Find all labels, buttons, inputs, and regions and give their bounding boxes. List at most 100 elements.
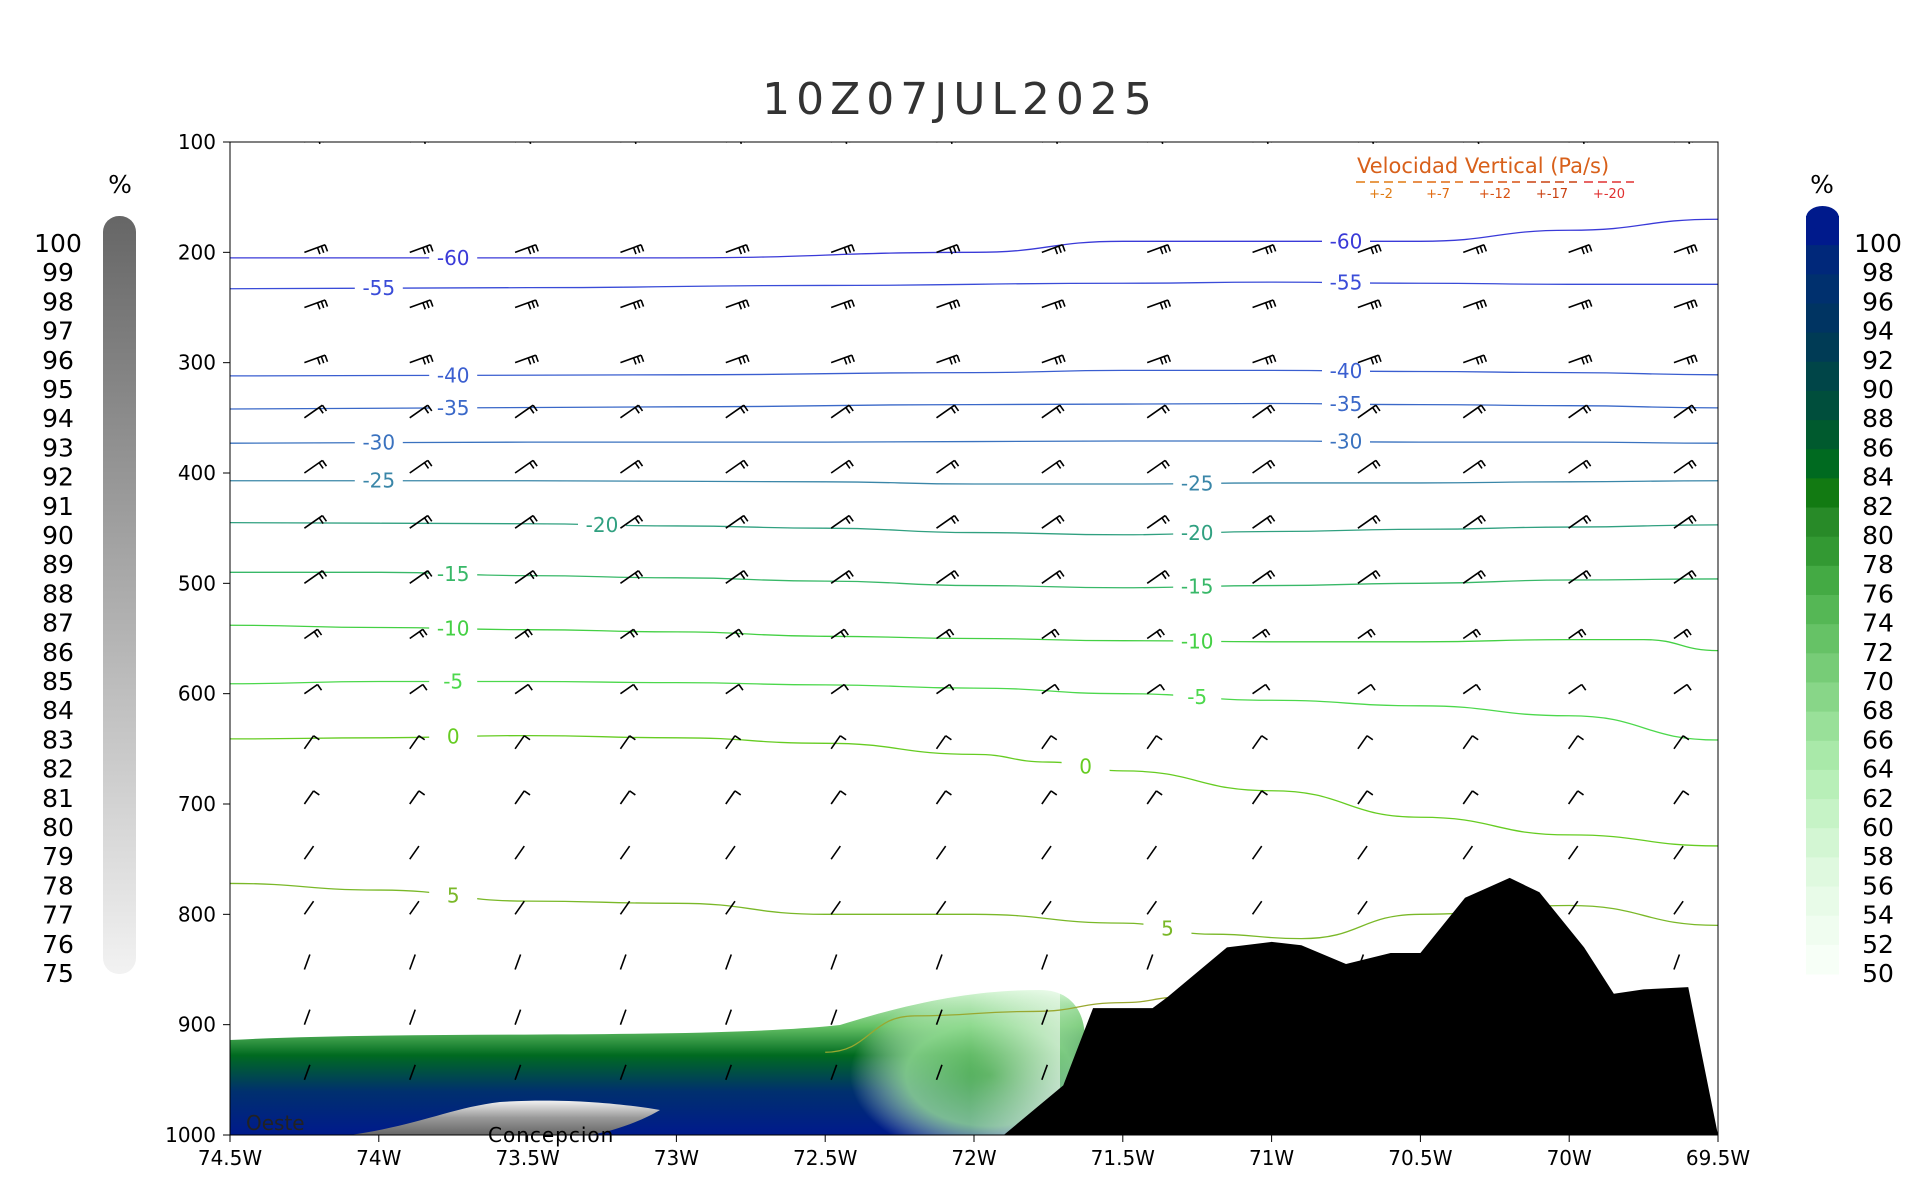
wind-barb (1462, 683, 1482, 695)
wind-barb (514, 1064, 522, 1081)
wind-barb (1462, 404, 1486, 419)
wind-barb (1252, 404, 1276, 419)
contour-label-bg (1322, 429, 1370, 452)
right-colorbar: % 10098969492908886848280787674727068666… (1806, 170, 1902, 988)
right-colorbar-swatch (1806, 420, 1839, 450)
wind-barb (725, 735, 742, 750)
legend-entry-label: +-12 (1479, 187, 1511, 202)
wind-barb (514, 404, 538, 419)
wind-barb (830, 683, 849, 695)
wind-barb (725, 459, 749, 474)
wind-barb (1568, 570, 1592, 584)
wind-barb (1463, 142, 1484, 145)
wind-barb (304, 244, 329, 255)
wind-barb (936, 570, 960, 584)
wind-barb (514, 459, 538, 474)
wind-barb (1462, 299, 1488, 310)
wind-barb (515, 142, 536, 145)
contour-line (230, 281, 1718, 290)
contour-label-bg (1322, 358, 1370, 381)
left-colorbar-label: 93 (42, 433, 74, 462)
wind-barb (409, 570, 433, 584)
wind-barb (830, 459, 854, 474)
wind-barb (619, 1009, 627, 1025)
left-colorbar-label: 75 (42, 959, 74, 988)
wind-barb (1041, 683, 1060, 695)
wind-barb (1568, 683, 1587, 695)
right-colorbar-swatch (1806, 799, 1839, 829)
wind-barb (1673, 514, 1697, 529)
left-colorbar-label: 78 (42, 871, 74, 900)
wind-barb (1041, 900, 1052, 915)
right-colorbar-label: 62 (1862, 784, 1894, 813)
wind-barb (831, 142, 852, 145)
wind-barb (1041, 570, 1065, 584)
right-colorbar-swatch (1806, 449, 1839, 479)
contour-label-bg (1061, 754, 1110, 777)
y-tick-label: 200 (178, 240, 216, 264)
right-colorbar-unit: % (1810, 170, 1834, 199)
left-colorbar-label: 89 (42, 550, 74, 579)
y-tick-label: 600 (178, 682, 216, 706)
wind-barb (1041, 628, 1060, 640)
right-colorbar-swatch (1806, 740, 1839, 771)
wind-barb (936, 299, 961, 310)
wind-barb (514, 735, 531, 750)
wind-barb (303, 735, 320, 750)
wind-barb (1673, 628, 1692, 640)
wind-barb (1146, 954, 1154, 970)
wind-barb (935, 1064, 943, 1081)
wind-barb (725, 900, 736, 915)
wind-barb (1568, 514, 1592, 529)
contour-label: -35 (1330, 392, 1363, 416)
wind-barb (303, 845, 315, 860)
right-colorbar-swatch (1806, 565, 1839, 596)
wind-barb (1673, 735, 1690, 750)
contour-label: -55 (362, 276, 395, 300)
wind-barb (1673, 570, 1697, 584)
wind-barb (619, 900, 631, 915)
wind-barb (1357, 735, 1374, 750)
legend-title: Velocidad Vertical (Pa/s) (1357, 154, 1609, 178)
wind-barb (304, 299, 329, 310)
right-colorbar-label: 66 (1862, 725, 1894, 754)
contour-label: -55 (1330, 271, 1363, 295)
wind-barb (1673, 683, 1692, 695)
wind-barb (1251, 900, 1263, 915)
wind-barb (1568, 244, 1593, 255)
contour-label-bg (429, 883, 478, 906)
contour-label-bg (429, 363, 478, 386)
wind-barb (1462, 459, 1486, 474)
wind-barb (619, 954, 627, 970)
right-colorbar-swatch (1806, 828, 1839, 858)
right-colorbar-label: 58 (1862, 842, 1894, 871)
right-colorbar-cap (1806, 206, 1839, 230)
right-colorbar-swatch (1806, 624, 1839, 654)
wind-barb (409, 628, 428, 640)
contour-line (230, 680, 1718, 741)
right-colorbar-swatch (1806, 245, 1839, 275)
contour-line (230, 624, 1718, 652)
x-tick-label: 70W (1547, 1146, 1592, 1170)
wind-barb (725, 1064, 733, 1081)
wind-barb (409, 790, 426, 805)
wind-barb (1673, 354, 1698, 365)
wind-barb (619, 683, 639, 695)
wind-barb (619, 404, 644, 419)
wind-barb (514, 628, 533, 640)
right-colorbar-swatch (1806, 507, 1839, 538)
contour-label-bg (1173, 684, 1222, 707)
annotation-oeste: Oeste (246, 1111, 305, 1135)
contour-label: -60 (1330, 229, 1363, 253)
wind-barb (1041, 845, 1052, 860)
wind-barb (725, 404, 749, 419)
wind-barb (619, 790, 636, 805)
x-tick-label: 73W (654, 1146, 699, 1170)
wind-barb (514, 514, 538, 529)
left-colorbar-label: 80 (42, 813, 74, 842)
right-colorbar-swatch (1806, 711, 1839, 742)
right-colorbar-swatch (1806, 332, 1839, 363)
contour-line (230, 402, 1718, 410)
y-tick-label: 300 (178, 351, 216, 375)
